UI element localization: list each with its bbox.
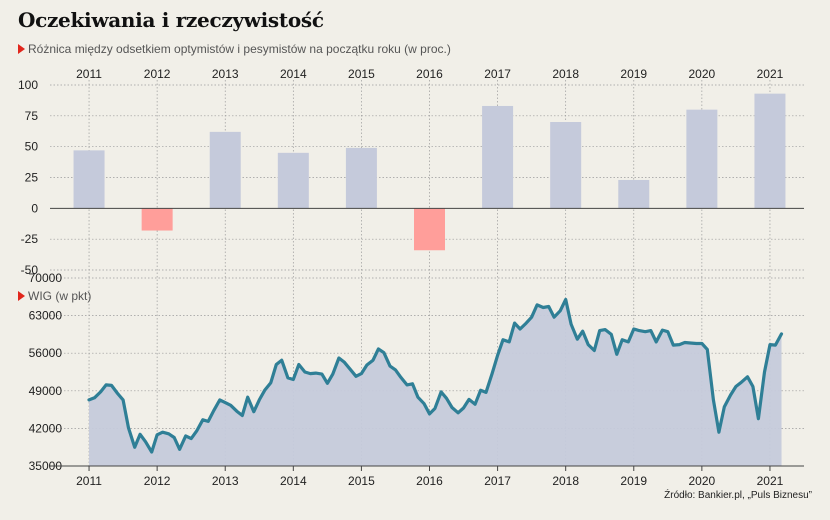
wig-y-tick-label: 56000 xyxy=(29,346,63,360)
wig-x-tick-label: 2013 xyxy=(212,474,239,488)
wig-x-tick-label: 2021 xyxy=(757,474,784,488)
wig-x-tick-label: 2011 xyxy=(76,474,102,488)
chart-title: Oczekiwania i rzeczywistość xyxy=(18,8,324,32)
wig-chart-label: WIG (w pkt) xyxy=(18,289,91,303)
bar-x-tick-label: 2018 xyxy=(552,67,579,81)
bar-x-tick-label: 2011 xyxy=(76,67,102,81)
bar-x-tick-label: 2020 xyxy=(689,67,716,81)
bar-2014 xyxy=(277,152,309,209)
wig-x-tick-label: 2012 xyxy=(144,474,171,488)
bar-chart-subtitle-text: Różnica między odsetkiem optymistów i pe… xyxy=(28,42,451,56)
bar-y-tick-label: -25 xyxy=(21,232,39,246)
bar-chart-subtitle: Różnica między odsetkiem optymistów i pe… xyxy=(18,42,451,56)
wig-y-tick-label: 42000 xyxy=(29,421,63,435)
wig-x-tick-label: 2018 xyxy=(552,474,579,488)
wig-chart-label-text: WIG (w pkt) xyxy=(28,289,92,303)
wig-x-tick-label: 2019 xyxy=(620,474,647,488)
bar-x-tick-label: 2012 xyxy=(144,67,171,81)
wig-area xyxy=(89,299,782,466)
wig-line xyxy=(87,297,784,454)
bar-x-tick-label: 2021 xyxy=(757,67,784,81)
bar-2011 xyxy=(73,150,105,209)
bar-x-tick-label: 2016 xyxy=(416,67,443,81)
bar-y-tick-label: -50 xyxy=(21,263,39,277)
bar-x-tick-label: 2017 xyxy=(484,67,511,81)
bar-2013 xyxy=(209,131,241,209)
bar-x-tick-label: 2014 xyxy=(280,67,307,81)
bar-y-tick-label: 0 xyxy=(31,201,38,215)
bar-2012 xyxy=(141,208,173,231)
bar-2019 xyxy=(618,179,650,209)
bar-x-tick-label: 2019 xyxy=(620,67,647,81)
bar-2017 xyxy=(482,105,514,209)
bar-2020 xyxy=(686,109,718,209)
wig-y-tick-label: 35000 xyxy=(29,459,63,473)
wig-x-tick-label: 2014 xyxy=(280,474,307,488)
bar-y-tick-label: 50 xyxy=(25,140,39,154)
bar-2016 xyxy=(414,208,445,251)
wig-y-tick-label: 70000 xyxy=(29,271,63,285)
red-triangle-icon xyxy=(18,44,25,54)
bar-2015 xyxy=(345,147,377,209)
bar-2018 xyxy=(550,122,582,209)
wig-y-tick-label: 63000 xyxy=(29,309,63,323)
red-triangle-icon xyxy=(18,291,25,301)
source-note: Źródło: Bankier.pl, „Puls Biznesu” xyxy=(664,490,812,501)
bar-2021 xyxy=(754,93,786,209)
wig-x-tick-label: 2020 xyxy=(689,474,716,488)
bar-y-tick-label: 75 xyxy=(25,109,39,123)
bar-y-tick-label: 100 xyxy=(18,78,38,92)
wig-y-tick-label: 49000 xyxy=(29,384,63,398)
bar-x-tick-label: 2013 xyxy=(212,67,239,81)
wig-x-tick-label: 2016 xyxy=(416,474,443,488)
wig-x-tick-label: 2017 xyxy=(484,474,511,488)
bar-y-tick-label: 25 xyxy=(25,171,39,185)
wig-x-tick-label: 2015 xyxy=(348,474,375,488)
bar-x-tick-label: 2015 xyxy=(348,67,375,81)
